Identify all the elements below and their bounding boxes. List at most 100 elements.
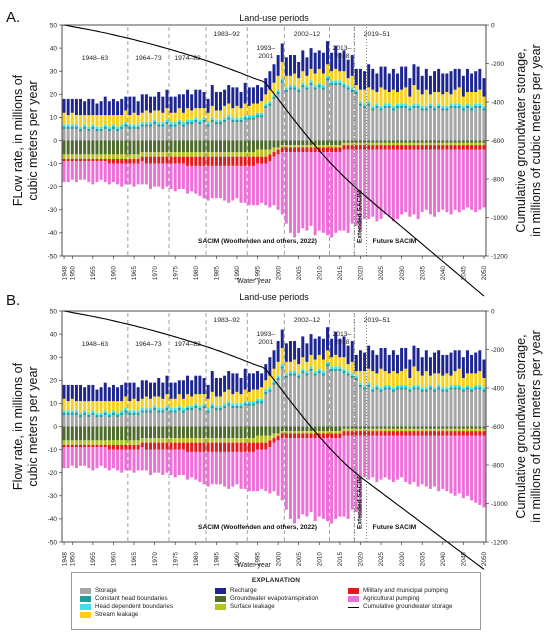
bar-constant-head	[350, 89, 354, 92]
bar-head-dependent	[371, 387, 375, 390]
bar-agricultural	[153, 163, 157, 187]
bar-head-dependent	[256, 398, 260, 402]
bar-head-dependent	[235, 403, 239, 406]
bar-stream-leakage	[161, 112, 165, 123]
bar-agricultural	[272, 156, 276, 206]
bar-constant-head	[79, 128, 82, 132]
bar-agricultural	[120, 449, 124, 473]
bar-surface-leakage	[120, 440, 124, 445]
bar-surface-leakage	[416, 142, 420, 146]
bar-storage	[391, 110, 395, 141]
bar-stream-leakage	[111, 115, 115, 125]
x-axis-label: Water year	[237, 278, 272, 285]
bar-recharge	[334, 45, 338, 69]
bar-head-dependent	[379, 387, 383, 390]
bar-constant-head	[136, 412, 140, 415]
legend-swatch	[215, 588, 226, 594]
bar-constant-head	[400, 105, 404, 109]
bar-groundwater-et	[177, 426, 181, 439]
bar-surface-leakage	[445, 142, 449, 146]
bar-constant-head	[165, 408, 169, 411]
bar-head-dependent	[301, 82, 305, 86]
left-axis-label: Flow rate, in millions of	[11, 362, 25, 490]
bar-agricultural	[342, 435, 346, 517]
bar-stream-leakage	[404, 368, 408, 385]
bar-constant-head	[293, 373, 297, 376]
bar-surface-leakage	[297, 431, 301, 434]
bar-military-municipal	[342, 431, 346, 436]
bar-surface-leakage	[264, 149, 268, 157]
bar-head-dependent	[465, 384, 469, 388]
bar-constant-head	[91, 126, 95, 129]
bar-constant-head	[441, 108, 445, 111]
bar-head-dependent	[321, 371, 325, 374]
bar-military-municipal	[334, 147, 338, 153]
bar-groundwater-et	[301, 426, 305, 432]
bar-agricultural	[206, 451, 210, 487]
bar-agricultural	[210, 451, 214, 485]
bar-agricultural	[264, 449, 268, 492]
bar-stream-leakage	[111, 401, 115, 411]
bar-stream-leakage	[256, 389, 260, 399]
bar-military-municipal	[194, 156, 198, 166]
bar-storage	[223, 408, 227, 427]
bar-military-municipal	[445, 145, 449, 150]
bar-stream-leakage	[235, 391, 239, 404]
bar-surface-leakage	[107, 154, 111, 159]
bar-recharge	[70, 384, 74, 399]
bar-surface-leakage	[256, 435, 260, 443]
bar-surface-leakage	[412, 142, 416, 146]
bar-recharge	[272, 64, 276, 83]
bar-recharge	[404, 66, 408, 88]
bar-stream-leakage	[371, 89, 375, 106]
bar-constant-head	[375, 105, 379, 109]
bar-surface-leakage	[95, 440, 99, 445]
bar-constant-head	[251, 117, 255, 120]
bar-stream-leakage	[293, 73, 297, 86]
bar-recharge	[305, 343, 309, 362]
bar-groundwater-et	[342, 140, 346, 143]
bar-head-dependent	[62, 124, 66, 127]
bar-stream-leakage	[280, 347, 284, 365]
bar-military-municipal	[309, 147, 313, 153]
bar-stream-leakage	[317, 354, 321, 369]
bar-groundwater-et	[428, 140, 432, 143]
bar-constant-head	[136, 126, 140, 129]
bar-constant-head	[99, 128, 103, 132]
bar-storage	[194, 408, 198, 427]
bar-stream-leakage	[424, 371, 428, 388]
bar-constant-head	[206, 410, 210, 413]
bar-military-municipal	[301, 433, 305, 439]
bar-surface-leakage	[363, 142, 367, 146]
bar-constant-head	[62, 126, 66, 129]
bar-military-municipal	[260, 156, 264, 164]
bar-recharge	[470, 73, 474, 92]
bar-military-municipal	[305, 433, 309, 439]
bar-storage	[140, 412, 144, 427]
bar-surface-leakage	[210, 152, 214, 157]
bar-military-municipal	[420, 431, 424, 436]
bar-storage	[412, 108, 416, 141]
bar-groundwater-et	[239, 426, 243, 439]
bar-military-municipal	[124, 158, 128, 164]
bar-recharge	[416, 347, 420, 372]
panel-letter: B.	[6, 292, 20, 309]
bar-head-dependent	[342, 368, 346, 372]
bar-groundwater-et	[124, 426, 128, 441]
bar-groundwater-et	[62, 140, 66, 155]
bar-head-dependent	[400, 103, 404, 106]
bar-head-dependent	[330, 80, 334, 83]
bar-military-municipal	[387, 431, 391, 436]
bar-recharge	[424, 350, 428, 372]
bar-stream-leakage	[219, 110, 222, 120]
bar-constant-head	[62, 412, 66, 415]
bar-head-dependent	[116, 126, 120, 129]
bar-stream-leakage	[457, 368, 461, 385]
bar-recharge	[264, 78, 268, 95]
y-tick-label: 10	[50, 401, 58, 408]
bar-storage	[433, 391, 437, 427]
bar-military-municipal	[79, 158, 82, 162]
bar-storage	[334, 85, 338, 141]
bar-surface-leakage	[470, 142, 474, 146]
bar-recharge	[66, 98, 70, 116]
